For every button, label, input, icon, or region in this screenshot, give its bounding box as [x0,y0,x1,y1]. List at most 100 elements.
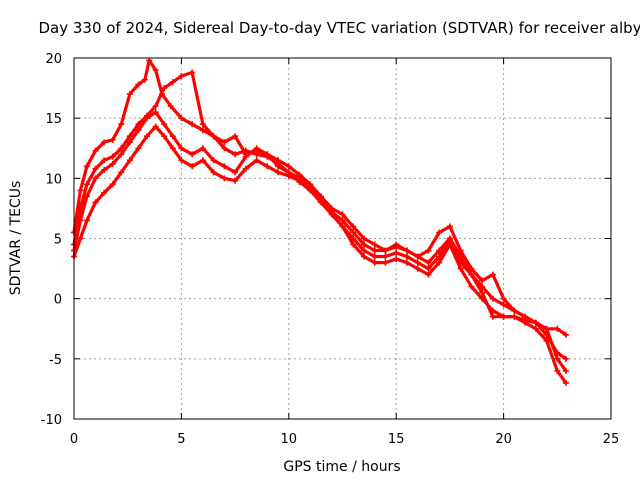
data-point [77,235,84,242]
data-point [169,133,176,140]
data-point [371,241,378,248]
data-point [210,157,217,164]
data-point [350,229,357,236]
data-series [71,57,569,386]
x-tick-label: 5 [177,432,185,447]
data-point [307,187,314,194]
data-point [232,151,239,158]
y-tick-label: 5 [54,233,62,248]
data-point [169,145,176,152]
data-point [189,163,196,170]
data-point [414,259,421,266]
data-point [199,127,206,134]
series-line [72,124,568,385]
data-point [232,177,239,184]
data-point [543,337,550,344]
data-point [500,295,507,302]
data-point [554,367,561,374]
data-point [118,151,125,158]
x-axis-label: GPS time / hours [283,459,400,475]
data-point [141,76,148,83]
data-point [285,172,292,179]
data-point [109,181,116,188]
data-point [253,145,260,152]
x-tick-label: 15 [388,432,405,447]
data-point [489,295,496,302]
data-point [360,235,367,242]
series-track-4 [71,123,569,386]
data-point [152,109,159,116]
y-axis-label: SDTVAR / TECUs [8,181,24,296]
data-point [489,313,496,320]
data-point [152,103,159,110]
data-point [436,229,443,236]
data-point [403,247,410,254]
data-point [403,253,410,260]
chart-title: Day 330 of 2024, Sidereal Day-to-day VTE… [38,19,640,37]
data-point [264,151,271,158]
data-point [221,139,228,146]
data-point [118,145,125,152]
data-point [101,166,108,173]
data-point [562,331,569,338]
data-point [371,247,378,254]
data-point [479,289,486,296]
data-point [161,121,168,128]
data-point [264,163,271,170]
data-point [109,153,116,160]
data-point [135,81,142,88]
data-point [446,235,453,242]
data-point [350,223,357,230]
data-point [382,253,389,260]
data-point [328,209,335,216]
data-point [425,247,432,254]
data-point [425,271,432,278]
data-point [339,223,346,230]
data-point [393,255,400,262]
data-point [189,69,196,76]
grid-lines [74,58,611,419]
data-point [393,249,400,256]
data-point [178,73,185,80]
data-point [457,265,464,272]
data-point [532,325,539,332]
data-point [500,301,507,308]
data-point [511,307,518,314]
data-point [554,325,561,332]
data-point [360,247,367,254]
x-tick-label: 0 [70,432,78,447]
data-point [152,67,159,74]
data-point [210,133,217,140]
data-point [562,355,569,362]
data-point [221,163,228,170]
y-tick-label: 20 [45,52,62,67]
data-point [101,139,108,146]
data-point [554,355,561,362]
data-point [414,253,421,260]
data-point [242,165,249,172]
data-point [296,177,303,184]
data-point [275,163,282,170]
data-point [232,169,239,176]
data-point [178,115,185,122]
data-point [83,163,90,170]
data-point [468,271,475,278]
data-point [199,145,206,152]
y-tick-label: 0 [54,293,62,308]
data-point [543,325,550,332]
data-point [210,169,217,176]
series-line [72,110,568,373]
y-tick-label: 15 [45,112,62,127]
data-point [118,169,125,176]
y-tick-label: -10 [41,413,62,428]
data-point [169,79,176,86]
data-point [144,133,151,140]
data-point [522,319,529,326]
data-point [118,121,125,128]
data-point [253,151,260,158]
data-point [253,157,260,164]
data-point [221,145,228,152]
data-point [562,367,569,374]
data-point [83,193,90,200]
